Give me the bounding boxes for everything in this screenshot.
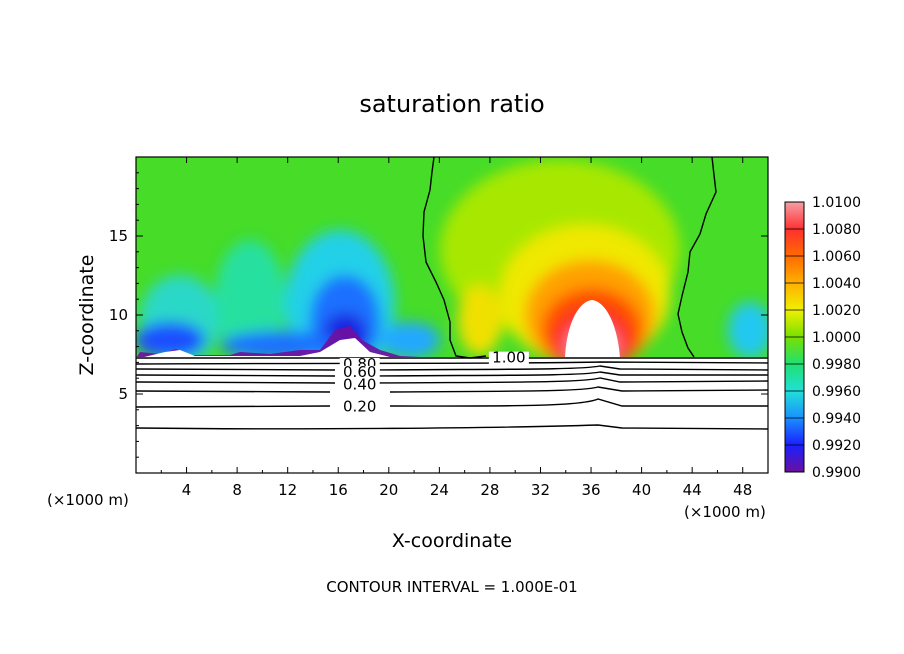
y-axis: 5 10 15 [109, 172, 768, 458]
x-tick-label: 40 [632, 481, 651, 499]
colorbar-label: 0.9960 [812, 384, 861, 400]
contour-label-bg [339, 365, 380, 379]
contour-label: 0.40 [343, 376, 376, 394]
colorbar-label: 1.0060 [812, 249, 861, 265]
dry-region [215, 240, 285, 360]
colorbar-label: 1.0000 [812, 330, 861, 346]
x-tick-label: 36 [581, 481, 600, 499]
x-tick-label: 48 [733, 481, 752, 499]
x-axis: 4 8 12 16 20 24 28 32 36 40 44 48 [160, 157, 752, 499]
contour-label: 1.00 [492, 349, 525, 367]
y-tick-label: 10 [109, 306, 128, 324]
lower-region [136, 357, 768, 473]
contour-label: 0.20 [343, 398, 376, 416]
x-unit-label-left: (×1000 m) [47, 491, 129, 509]
contour-line [136, 386, 768, 393]
contour-label-bg [488, 351, 529, 365]
y-tick-label: 5 [118, 385, 128, 403]
colorbar-labels: 1.0100 1.0080 1.0060 1.0040 1.0020 1.0000 0.99… [785, 195, 861, 481]
y-axis-title: Z-coordinate [76, 255, 98, 376]
contour-line [136, 371, 768, 377]
colorbar-label: 1.0100 [812, 195, 861, 211]
x-axis-title: X-coordinate [392, 530, 512, 552]
x-tick-label: 16 [329, 481, 348, 499]
x-tick-label: 8 [232, 481, 242, 499]
x-unit-label-right: (×1000 m) [684, 503, 766, 521]
colorbar-label: 0.9900 [812, 465, 861, 481]
colorbar-label: 0.9980 [812, 357, 861, 373]
contour-label-bg [339, 378, 380, 392]
dry-region [728, 302, 768, 358]
colorbar-label: 0.9920 [812, 438, 861, 454]
contour-labels: 0.800.600.400.201.00 [339, 349, 529, 416]
colorbar-label: 0.9940 [812, 411, 861, 427]
contour-line [136, 377, 768, 384]
y-tick-label: 15 [109, 227, 128, 245]
contour-interval-note: CONTOUR INTERVAL = 1.000E-01 [326, 578, 577, 596]
dry-region [380, 322, 440, 358]
contour-lines [136, 157, 768, 430]
x-tick-label: 28 [480, 481, 499, 499]
x-tick-label: 32 [531, 481, 550, 499]
heatmap-field [136, 157, 768, 473]
saturated-core [565, 300, 620, 358]
contour-line [136, 361, 768, 365]
colorbar: 1.0100 1.0080 1.0060 1.0040 1.0020 1.0000 0.99… [784, 195, 861, 481]
contour-line [136, 365, 768, 371]
contour-label-bg [339, 400, 380, 414]
contour-line [136, 424, 768, 430]
x-tick-label: 12 [278, 481, 297, 499]
contour-line-1.00-left [422, 157, 487, 359]
contour-label: 0.60 [343, 363, 376, 381]
moist-region [458, 285, 502, 355]
contour-line-1.00-right [677, 157, 717, 358]
x-tick-label: 4 [182, 481, 192, 499]
dry-region [136, 322, 205, 358]
contour-line [136, 398, 768, 408]
x-tick-label: 20 [379, 481, 398, 499]
x-tick-label: 44 [683, 481, 702, 499]
colorbar-label: 1.0020 [812, 303, 861, 319]
colorbar-label: 1.0040 [812, 276, 861, 292]
x-tick-label: 24 [430, 481, 449, 499]
lower-region-bumps [140, 338, 390, 358]
chart-title: saturation ratio [359, 90, 544, 118]
colorbar-label: 1.0080 [812, 222, 861, 238]
